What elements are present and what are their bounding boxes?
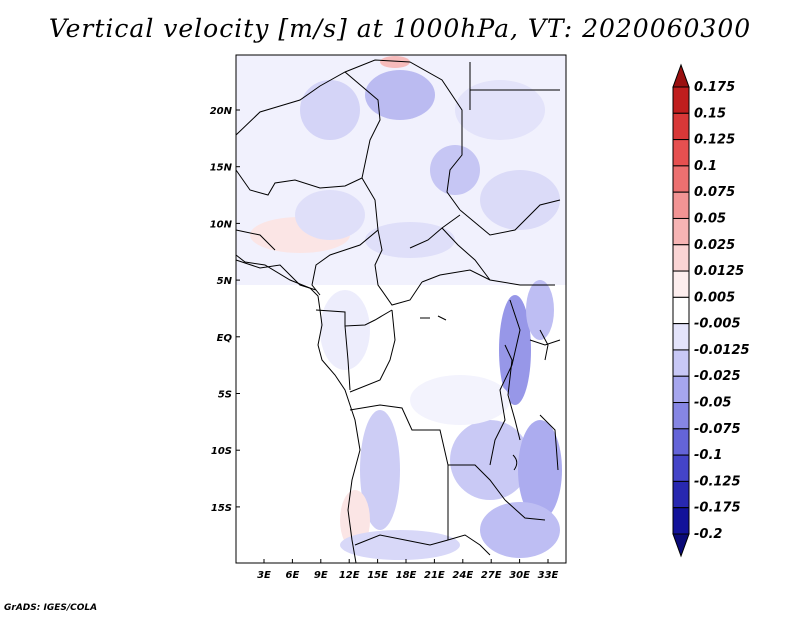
colorbar-top-arrow <box>672 63 690 88</box>
lon-tick-label: 12E <box>339 570 360 581</box>
lon-tick-label: 3E <box>257 570 271 581</box>
lon-tick-label: 27E <box>481 570 502 581</box>
colorbar-label: -0.175 <box>694 501 741 516</box>
colorbar-label: -0.075 <box>694 422 741 437</box>
lon-tick-label: 24E <box>452 570 473 581</box>
lon-tick-label: 6E <box>286 570 300 581</box>
colorbar-swatch <box>672 217 690 246</box>
lat-tick-label: 5N <box>217 276 233 287</box>
colorbar-label: 0.175 <box>694 80 735 95</box>
colorbar-label: -0.2 <box>694 527 722 542</box>
colorbar-label: -0.005 <box>694 317 741 332</box>
colorbar-swatch <box>672 454 690 482</box>
coastline <box>235 254 549 564</box>
lon-tick-label: 21E <box>424 570 445 581</box>
colorbar-label: -0.0125 <box>694 343 750 358</box>
colorbar-swatch <box>672 402 690 430</box>
colorbar-swatch <box>672 270 690 298</box>
lon-tick-label: 15E <box>367 570 388 581</box>
country-borders <box>235 59 561 556</box>
colorbar-swatch <box>672 191 690 219</box>
colorbar-swatch <box>672 139 690 167</box>
colorbar-label: 0.075 <box>694 185 735 200</box>
lon-tick-label: 18E <box>396 570 417 581</box>
credits-label: GrADS: IGES/COLA <box>4 603 98 613</box>
map-frame <box>235 54 567 564</box>
colorbar-label: 0.05 <box>694 211 726 226</box>
colorbar: 0.175 0.15 0.125 0.1 0.075 0.05 0.025 0.0125 0.0… <box>672 63 750 558</box>
colorbar-swatch <box>672 349 690 377</box>
colorbar-label: 0.0125 <box>694 264 744 279</box>
colorbar-swatch <box>672 112 690 141</box>
map-panel <box>235 54 567 564</box>
colorbar-swatch <box>672 323 690 351</box>
colorbar-label: 0.125 <box>694 133 735 148</box>
lon-tick-label: 9E <box>314 570 328 581</box>
lon-tick-label: 33E <box>538 570 559 581</box>
colorbar-swatch <box>672 86 690 114</box>
lat-tick-label: 10S <box>211 446 232 457</box>
colorbar-bottom-arrow <box>672 533 690 558</box>
colorbar-swatch <box>672 507 690 535</box>
colorbar-label: 0.1 <box>694 159 717 174</box>
latitude-axis: 20N 15N 10N 5N EQ 5S 10S 15S <box>210 106 240 514</box>
colorbar-swatch <box>672 428 690 456</box>
longitude-axis: 3E 6E 9E 12E 15E 18E 21E 24E 27E 30E 33E <box>257 559 559 581</box>
colorbar-swatch <box>672 480 690 509</box>
vertical-velocity-field <box>236 55 566 560</box>
colorbar-label: -0.05 <box>694 396 731 411</box>
colorbar-label: 0.025 <box>694 238 735 253</box>
lon-tick-label: 30E <box>509 570 530 581</box>
colorbar-swatch <box>672 165 690 193</box>
colorbar-label: -0.125 <box>694 474 741 489</box>
colorbar-label: -0.025 <box>694 369 741 384</box>
map-title: Vertical velocity [m/s] at 1000hPa, VT: … <box>48 14 752 43</box>
colorbar-label: 0.005 <box>694 290 735 305</box>
colorbar-label: -0.1 <box>694 448 722 463</box>
lat-tick-label: 10N <box>210 219 233 230</box>
colorbar-swatch <box>672 296 690 325</box>
lat-tick-label: 20N <box>210 106 233 117</box>
lat-tick-label: 5S <box>218 390 232 401</box>
lat-tick-label: 15N <box>210 163 233 174</box>
colorbar-swatch <box>672 375 690 404</box>
colorbar-swatch <box>672 244 690 272</box>
lat-tick-label: EQ <box>217 333 233 344</box>
lat-tick-label: 15S <box>211 503 232 514</box>
colorbar-label: 0.15 <box>694 106 726 121</box>
